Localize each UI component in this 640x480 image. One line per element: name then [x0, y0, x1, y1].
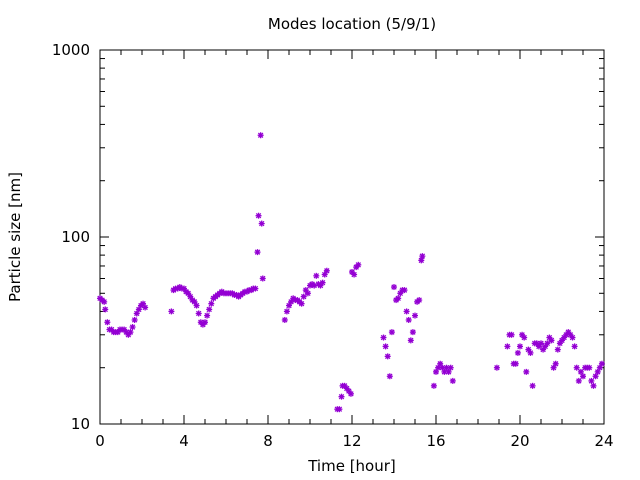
- data-point: [521, 334, 528, 341]
- data-point: [508, 331, 515, 338]
- data-point: [548, 337, 555, 344]
- data-point: [104, 319, 111, 326]
- x-axis-title: Time [hour]: [307, 457, 396, 475]
- data-point: [586, 364, 593, 371]
- data-point: [382, 343, 389, 350]
- data-point: [258, 220, 265, 227]
- x-tick-label: 0: [95, 432, 105, 450]
- data-point: [131, 316, 138, 323]
- data-point: [493, 364, 500, 371]
- data-point: [580, 373, 586, 380]
- data-point: [300, 293, 307, 300]
- data-point: [588, 377, 595, 384]
- data-point: [386, 373, 393, 380]
- data-point: [449, 377, 456, 384]
- data-point: [517, 343, 523, 350]
- data-point: [590, 382, 597, 389]
- data-point: [255, 212, 262, 219]
- data-point: [168, 308, 175, 315]
- data-point: [204, 312, 211, 319]
- data-point: [412, 312, 418, 319]
- data-point: [336, 406, 343, 413]
- x-tick-label: 12: [342, 432, 361, 450]
- data-point: [311, 282, 318, 289]
- data-point: [257, 132, 264, 139]
- data-point: [403, 308, 410, 315]
- data-point: [259, 275, 266, 282]
- data-point: [395, 295, 402, 302]
- x-tick-label: 16: [426, 432, 445, 450]
- data-point: [102, 306, 109, 313]
- data-point: [323, 267, 330, 274]
- x-tick-label: 8: [263, 432, 273, 450]
- data-point: [347, 390, 354, 397]
- data-point: [380, 334, 387, 341]
- data-point: [565, 329, 572, 336]
- data-point: [391, 284, 397, 291]
- data-point: [195, 310, 202, 317]
- data-point: [575, 377, 582, 384]
- y-axis-title: Particle size [nm]: [6, 172, 24, 302]
- data-point: [569, 334, 576, 341]
- data-point: [523, 368, 530, 375]
- x-tick-label: 20: [510, 432, 529, 450]
- data-point: [298, 300, 305, 307]
- y-axis: 10 100 1000: [52, 41, 604, 433]
- data-point: [529, 382, 536, 389]
- data-point: [416, 297, 423, 304]
- data-point: [202, 319, 208, 326]
- data-point: [142, 304, 149, 311]
- data-point: [447, 364, 454, 371]
- x-tick-label: 24: [594, 432, 613, 450]
- data-point: [283, 308, 290, 315]
- data-point: [571, 343, 578, 350]
- plot-frame: [99, 49, 605, 425]
- data-point: [401, 287, 408, 294]
- data-point: [338, 393, 345, 400]
- data-point: [254, 249, 261, 256]
- data-point: [407, 337, 414, 344]
- data-point: [419, 253, 426, 260]
- data-point: [409, 329, 416, 336]
- x-tick-label: 4: [179, 432, 189, 450]
- chart-title: Modes location (5/9/1): [268, 15, 436, 33]
- data-point: [281, 316, 288, 323]
- data-point: [418, 257, 425, 264]
- data-point: [504, 343, 511, 350]
- y-tick-label: 100: [61, 228, 90, 246]
- data-point: [405, 316, 412, 323]
- data-point: [512, 360, 519, 367]
- data-point: [129, 324, 136, 331]
- data-point: [193, 302, 200, 309]
- data-point: [544, 340, 551, 347]
- data-point: [252, 285, 259, 292]
- data-point: [388, 329, 395, 336]
- y-tick-label: 10: [71, 415, 90, 433]
- data-point: [319, 279, 326, 286]
- data-point: [554, 346, 561, 353]
- data-point: [208, 300, 215, 307]
- x-axis: 0 4 8 12 16 20 24: [95, 50, 614, 450]
- data-point: [527, 349, 534, 356]
- y-tick-label: 1000: [52, 41, 90, 59]
- data-points: [97, 132, 605, 413]
- data-point: [598, 360, 605, 367]
- data-point: [430, 382, 437, 389]
- data-point: [206, 306, 213, 313]
- data-point: [538, 340, 544, 347]
- data-point: [127, 329, 134, 336]
- data-point: [313, 272, 320, 279]
- data-point: [552, 360, 559, 367]
- data-point: [573, 364, 580, 371]
- data-point: [384, 353, 391, 360]
- data-point: [514, 349, 521, 356]
- data-point: [355, 261, 362, 268]
- data-point: [101, 298, 108, 305]
- data-point: [351, 271, 358, 278]
- data-point: [304, 290, 311, 297]
